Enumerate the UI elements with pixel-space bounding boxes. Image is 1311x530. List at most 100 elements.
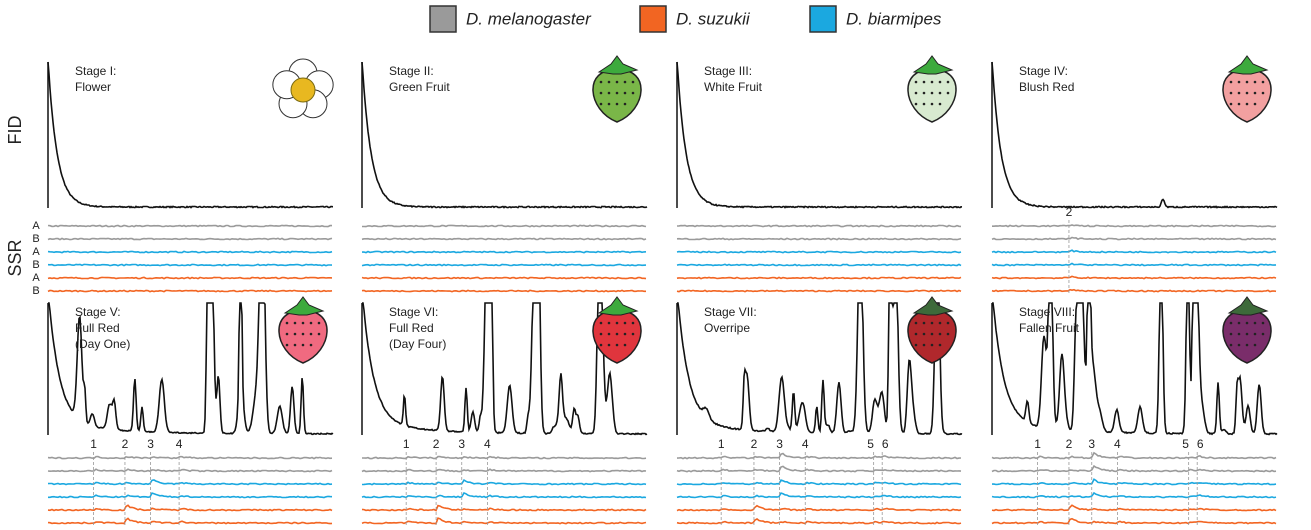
seed	[938, 343, 942, 347]
panel: Stage IV: Blush Red 2	[991, 55, 1278, 295]
seed	[938, 332, 942, 336]
fruit	[1222, 69, 1272, 123]
ssr-trace	[47, 250, 333, 254]
ssr-trace	[991, 288, 1277, 293]
panel: Stage VIII: Fallen Fruit 1 2 3 4 5 6	[991, 296, 1278, 527]
seed	[1245, 343, 1249, 347]
ssr-trace	[362, 224, 647, 228]
seed	[1253, 91, 1257, 95]
seed	[1245, 332, 1249, 336]
seed	[930, 91, 934, 95]
peak-label: 3	[147, 437, 154, 451]
leaves	[283, 296, 325, 316]
seed	[1253, 332, 1257, 336]
stage-title: Stage VI:	[389, 305, 438, 319]
seed	[615, 321, 619, 325]
seed	[930, 343, 934, 347]
ssr-trace	[676, 518, 962, 525]
fid-trace	[361, 61, 648, 209]
fruit	[592, 310, 642, 364]
fruit	[592, 69, 642, 123]
seed	[1229, 91, 1233, 95]
seed	[946, 321, 950, 325]
seed	[930, 80, 934, 84]
seed	[285, 343, 289, 347]
ssr-trace	[361, 504, 647, 512]
seed	[301, 343, 305, 347]
ssr-trace	[361, 468, 647, 473]
seed	[301, 332, 305, 336]
fid-label: FID	[5, 116, 25, 145]
seed	[607, 91, 611, 95]
panel: Stage VII: Overripe 1 2 3 4 5 6	[676, 296, 963, 527]
seed	[599, 343, 603, 347]
seed	[1237, 332, 1241, 336]
stage-title: Full Red	[75, 321, 120, 335]
seed	[615, 91, 619, 95]
ssr-trace	[361, 263, 647, 267]
row-label: A	[32, 220, 40, 232]
seed	[285, 321, 289, 325]
seed	[615, 80, 619, 84]
row-label: B	[32, 233, 39, 245]
seed	[914, 321, 918, 325]
stage-title: Full Red	[389, 321, 434, 335]
peak-label: 2	[433, 437, 440, 451]
ssr-trace	[991, 504, 1277, 512]
seed	[922, 332, 926, 336]
flower-center	[290, 77, 316, 103]
seed	[293, 343, 297, 347]
seed	[631, 91, 635, 95]
peak-label: 3	[776, 437, 783, 451]
ssr-trace	[676, 263, 962, 267]
stage-title: Overripe	[704, 321, 750, 335]
stage-title: (Day One)	[75, 337, 130, 351]
peak-label: 1	[1034, 437, 1041, 451]
seed	[1229, 343, 1233, 347]
ssr-trace	[676, 492, 962, 499]
ssr-trace	[991, 451, 1277, 460]
ssr-trace	[991, 262, 1277, 267]
peak-label: 3	[1088, 437, 1095, 451]
ssr-trace	[47, 237, 333, 241]
peak-label: 1	[718, 437, 725, 451]
ssr-trace	[991, 517, 1277, 525]
seed	[1245, 91, 1249, 95]
seed	[623, 343, 627, 347]
stage-title: Stage I:	[75, 64, 116, 78]
ssr-trace	[361, 250, 647, 254]
ssr-trace	[361, 276, 647, 280]
panel: Stage II: Green Fruit	[361, 55, 648, 293]
seed	[1229, 102, 1233, 106]
ssr-trace	[991, 464, 1277, 473]
peak-label: 4	[1114, 437, 1121, 451]
stage-title: Stage V:	[75, 305, 121, 319]
seed	[922, 102, 926, 106]
ssr-trace	[676, 452, 962, 460]
seed	[1237, 80, 1241, 84]
peak-label: 2	[122, 437, 129, 451]
seed	[1237, 343, 1241, 347]
seed	[309, 343, 313, 347]
seed	[1229, 80, 1233, 84]
seed	[599, 80, 603, 84]
seed	[623, 321, 627, 325]
seed	[599, 321, 603, 325]
panel: Stage V: Full Red (Day One) 1 2 3 4	[47, 296, 334, 527]
stage-title: Stage VII:	[704, 305, 757, 319]
seed	[317, 321, 321, 325]
stage-title: Stage III:	[704, 64, 752, 78]
seed	[922, 80, 926, 84]
ssr-trace	[676, 224, 962, 228]
peak-label: 1	[403, 437, 410, 451]
seed	[914, 91, 918, 95]
seed	[914, 343, 918, 347]
stage-title: White Fruit	[704, 80, 763, 94]
ssr-trace	[991, 275, 1277, 280]
fid-trace	[47, 61, 333, 209]
ssr-trace	[992, 478, 1277, 486]
ssr-trace	[676, 504, 962, 512]
seed	[1261, 321, 1265, 325]
fruit	[907, 310, 957, 364]
seed	[607, 80, 611, 84]
